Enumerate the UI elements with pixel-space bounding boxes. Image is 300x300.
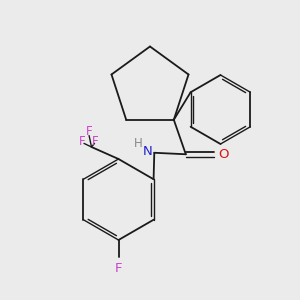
Text: F: F: [79, 135, 86, 148]
Text: N: N: [143, 146, 153, 158]
Text: O: O: [218, 148, 228, 161]
Text: H: H: [134, 137, 143, 150]
Text: F: F: [86, 124, 92, 138]
Text: F: F: [115, 262, 122, 275]
Text: F: F: [92, 135, 98, 148]
